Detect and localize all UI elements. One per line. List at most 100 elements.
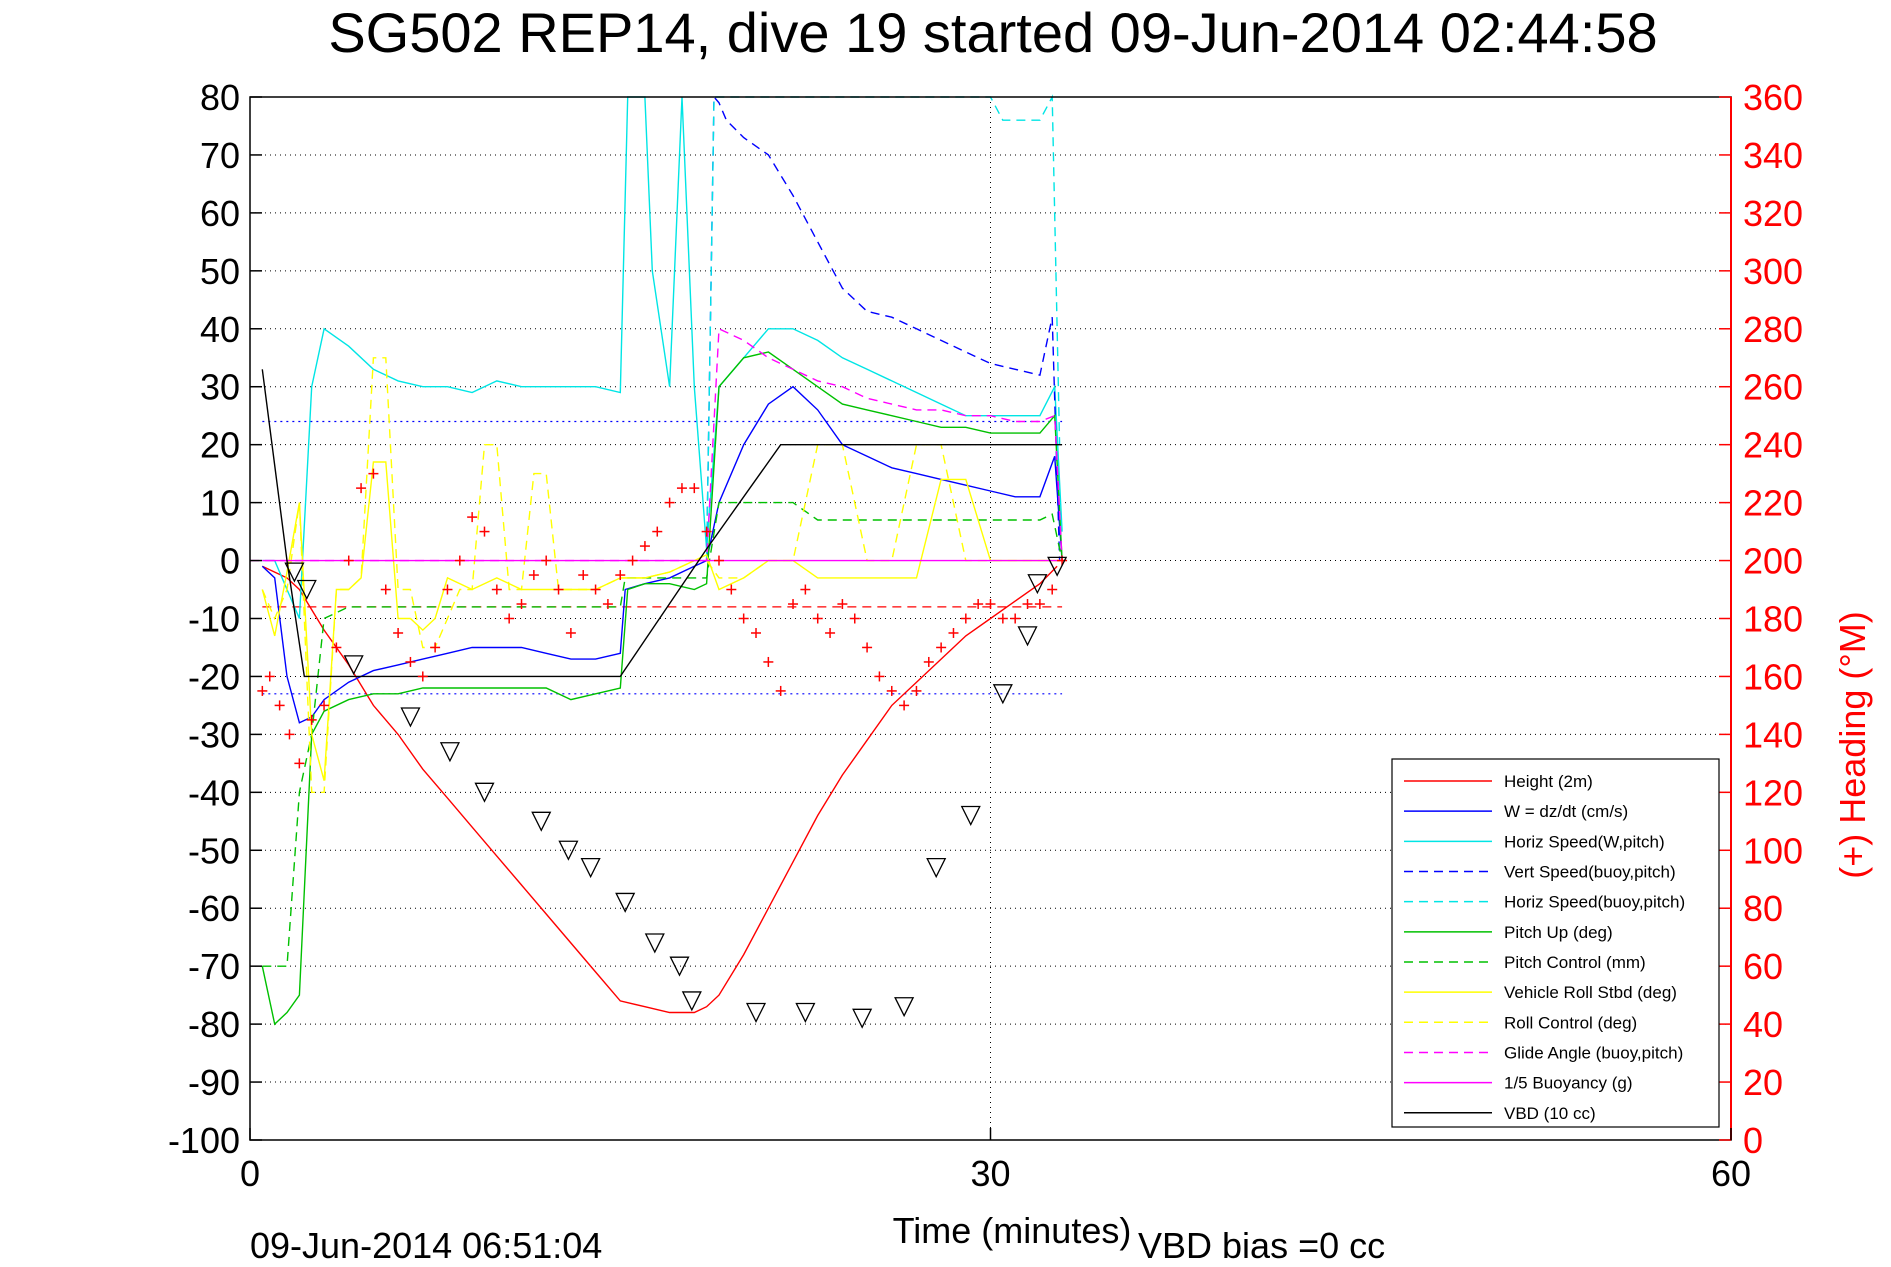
heading-point [356, 483, 367, 494]
footer-date: 09-Jun-2014 06:51:04 [250, 1225, 602, 1262]
heading-point [738, 613, 749, 624]
heading-point [862, 642, 873, 653]
heading-point [343, 555, 354, 566]
x-tick-label: 30 [970, 1153, 1010, 1194]
height-marker [580, 858, 601, 879]
series-line-vehicle-roll-stbd-deg [261, 461, 1063, 781]
y-tick-label: 10 [200, 483, 240, 524]
height-marker [343, 655, 364, 676]
heading-point [615, 570, 626, 581]
y2-tick-label: 260 [1743, 367, 1803, 408]
y-tick-label: -80 [188, 1004, 240, 1045]
height-marker [960, 805, 981, 826]
height-marker [1027, 574, 1048, 595]
heading-point [800, 584, 811, 595]
heading-point [306, 714, 317, 725]
legend: Height (2m) W = dz/dt (cm/s) Horiz Speed(W… [1391, 758, 1720, 1128]
series-line-vert-speed-buoy-pitch [705, 95, 1061, 561]
heading-point [849, 613, 860, 624]
heading-point [886, 685, 897, 696]
x-tick-label: 60 [1711, 1153, 1751, 1194]
y-tick-label: -50 [188, 830, 240, 871]
y2-tick-label: 60 [1743, 946, 1783, 987]
height-marker [474, 782, 495, 803]
heading-point [701, 526, 712, 537]
heading-point [590, 584, 601, 595]
heading-point [639, 541, 650, 552]
y-tick-label: -10 [188, 599, 240, 640]
series-line-height-2m [262, 565, 1058, 1014]
heading-point [479, 526, 490, 537]
height-marker [681, 991, 702, 1012]
y-tick-label: -30 [188, 714, 240, 755]
y2-axis-label: (+) Heading (°M) [1832, 611, 1873, 878]
legend-label: Horiz Speed(W,pitch) [1504, 832, 1665, 851]
heading-point [1010, 613, 1021, 624]
legend-label: Pitch Up (deg) [1504, 923, 1613, 942]
heading-point [751, 627, 762, 638]
y2-tick-label: 300 [1743, 251, 1803, 292]
series-line-pitch-control-mm [262, 501, 1063, 967]
legend-label: VBD (10 cc) [1504, 1104, 1596, 1123]
height-marker [284, 562, 305, 583]
heading-point [380, 584, 391, 595]
y2-tick-label: 200 [1743, 541, 1803, 582]
heading-point [627, 555, 638, 566]
heading-point [257, 685, 268, 696]
heading-point [1047, 584, 1058, 595]
y-tick-label: 40 [200, 309, 240, 350]
heading-point [788, 599, 799, 610]
legend-label: Pitch Control (mm) [1504, 953, 1646, 972]
y-tick-label: -100 [168, 1120, 240, 1161]
heading-point [516, 599, 527, 610]
heading-point [274, 700, 285, 711]
heading-point [960, 613, 971, 624]
legend-box [1391, 758, 1720, 1128]
y-tick-label: 50 [200, 251, 240, 292]
y2-tick-label: 100 [1743, 830, 1803, 871]
y2-tick-label: 20 [1743, 1062, 1783, 1103]
heading-point [997, 613, 1008, 624]
y2-tick-label: 240 [1743, 425, 1803, 466]
heading-point [368, 468, 379, 479]
y2-tick-label: 180 [1743, 599, 1803, 640]
legend-label: Roll Control (deg) [1504, 1013, 1637, 1032]
y-tick-label: 0 [220, 541, 240, 582]
height-marker [992, 684, 1013, 705]
footer-vbd-bias: VBD bias =0 cc [1138, 1225, 1385, 1262]
y-tick-label: -70 [188, 946, 240, 987]
y-tick-label: 80 [200, 77, 240, 118]
heading-point [578, 570, 589, 581]
y2-tick-label: 320 [1743, 193, 1803, 234]
height-marker [644, 933, 665, 954]
height-marker [1047, 556, 1068, 577]
heading-point [676, 483, 687, 494]
series-line-horiz-speed-buoy-pitch [705, 94, 1061, 561]
y-tick-label: -40 [188, 772, 240, 813]
heading-point [973, 599, 984, 610]
series-line-roll-control-deg [261, 357, 1063, 793]
legend-label: Vehicle Roll Stbd (deg) [1504, 983, 1677, 1002]
y-tick-label: 20 [200, 425, 240, 466]
heading-point [936, 642, 947, 653]
heading-point [664, 497, 675, 508]
heading-point [874, 671, 885, 682]
heading-point [923, 656, 934, 667]
y2-tick-label: 340 [1743, 135, 1803, 176]
heading-point [528, 570, 539, 581]
heading-point [541, 555, 552, 566]
heading-point [948, 627, 959, 638]
legend-label: W = dz/dt (cm/s) [1504, 802, 1628, 821]
heading-point [284, 729, 295, 740]
heading-point [553, 584, 564, 595]
heading-point [393, 627, 404, 638]
heading-point [331, 642, 342, 653]
heading-point [1022, 599, 1033, 610]
height-marker [1017, 626, 1038, 647]
y-tick-label: -90 [188, 1062, 240, 1103]
height-marker [558, 840, 579, 861]
heading-point [430, 642, 441, 653]
y-tick-label: -20 [188, 656, 240, 697]
heading-point [726, 584, 737, 595]
